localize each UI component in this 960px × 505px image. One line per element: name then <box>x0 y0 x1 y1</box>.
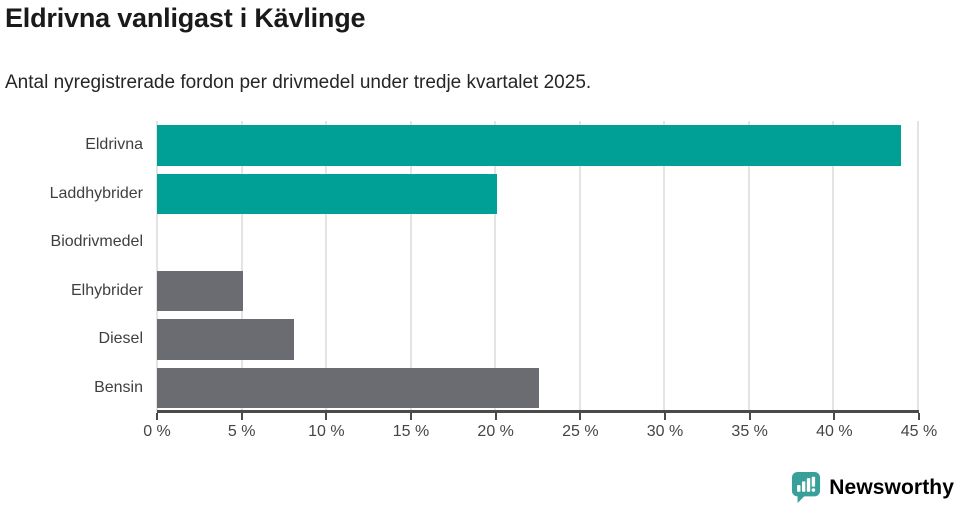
axis-tick-label: 5 % <box>227 423 256 440</box>
chart-row: Bensin <box>0 364 918 413</box>
axis-tick-label: 20 % <box>477 423 514 440</box>
gridline <box>409 121 412 412</box>
bar-elhybrider <box>157 270 244 311</box>
axis-tick <box>325 413 328 420</box>
page-title: Eldrivna vanligast i Kävlinge <box>5 3 366 33</box>
category-label: Eldrivna <box>85 136 143 154</box>
newsworthy-logo-icon <box>792 472 821 503</box>
category-label: Diesel <box>98 330 143 348</box>
bar-track <box>157 315 918 364</box>
axis-tick <box>664 413 666 420</box>
chart-row: Eldrivna <box>0 121 918 170</box>
newsworthy-logo-text: Newsworthy <box>829 475 954 499</box>
category-label: Elhybrider <box>70 281 143 299</box>
gridline <box>578 121 581 412</box>
axis-tick <box>156 413 158 420</box>
axis-tick <box>240 413 243 420</box>
axis-tick <box>410 413 412 420</box>
speech-bubble-shape <box>792 472 821 503</box>
chart-rows: Eldrivna Laddhybrider Biodrivmedel Elhybrid… <box>0 121 918 412</box>
axis-tick-label: 25 % <box>562 423 599 440</box>
axis-tick-label: 15 % <box>392 423 430 440</box>
axis-tick <box>748 413 751 420</box>
axis-tick <box>833 413 836 420</box>
chart-subtitle: Antal nyregistrerade fordon per drivmede… <box>5 72 592 93</box>
gridline <box>325 121 328 412</box>
chart-row: Laddhybrider <box>0 170 918 219</box>
bar-eldrivna <box>157 125 902 166</box>
axis-tick-label: 45 % <box>900 423 938 440</box>
gridline <box>240 121 243 412</box>
gridline-layer <box>156 121 919 412</box>
axis-tick-label: 30 % <box>646 423 684 440</box>
gridline <box>917 121 919 412</box>
axis-tick-label: 40 % <box>816 423 853 440</box>
axis-tick-label: 0 % <box>143 423 171 440</box>
gridline <box>494 121 497 412</box>
bar-track <box>157 267 918 316</box>
x-axis: 0 % 5 % 10 % 15 % 20 % 25 % 30 % 35 % 40 % 45 % <box>143 410 937 440</box>
axis-tick-label: 10 % <box>308 423 345 440</box>
chart-row: Elhybrider <box>0 267 918 316</box>
bar-track <box>157 170 918 219</box>
axis-tick <box>494 413 497 420</box>
bar-diesel <box>157 319 294 360</box>
chart-row: Diesel <box>0 315 918 364</box>
newsworthy-branding: Newsworthy <box>791 471 954 504</box>
bar-track <box>157 121 918 170</box>
gridline <box>663 121 666 412</box>
bar-bensin <box>157 367 540 408</box>
bar-chart-glyph <box>797 476 816 492</box>
axis-tick-label: 35 % <box>731 423 768 440</box>
gridline <box>832 121 835 412</box>
category-label: Bensin <box>94 378 143 396</box>
axis-tick <box>918 413 920 420</box>
gridline <box>156 121 158 412</box>
axis-tick <box>579 413 582 420</box>
bar-laddhybrider <box>157 173 497 214</box>
bar-track <box>157 218 918 267</box>
category-label: Biodrivmedel <box>50 233 143 251</box>
category-label: Laddhybrider <box>49 184 143 202</box>
bar-track <box>157 364 918 413</box>
gridline <box>747 121 750 412</box>
chart-row: Biodrivmedel <box>0 218 918 267</box>
